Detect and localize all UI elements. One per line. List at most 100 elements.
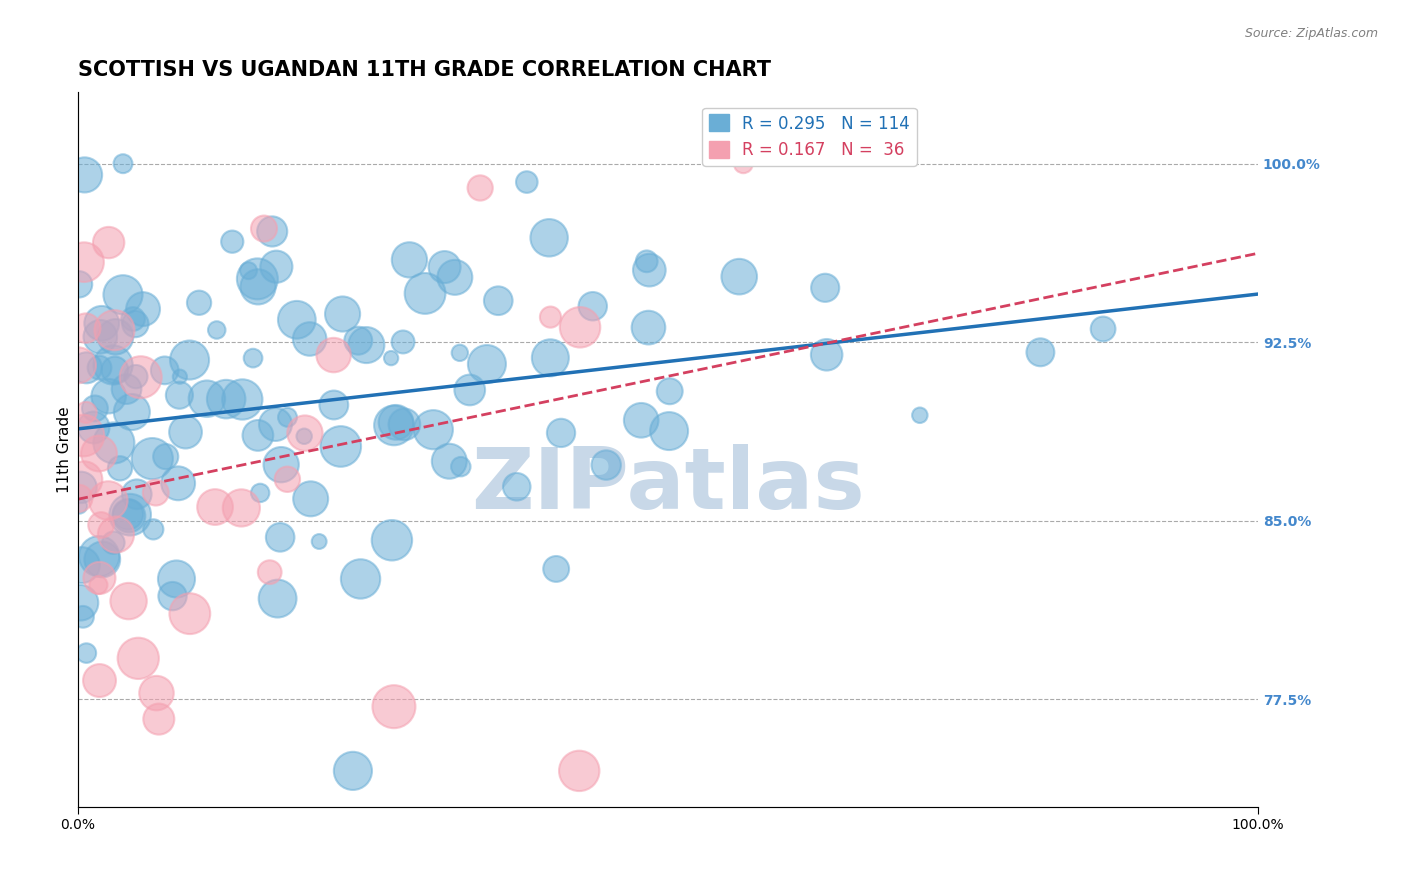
Point xyxy=(299,491,322,506)
Point xyxy=(380,351,402,365)
Point xyxy=(167,476,190,491)
Point xyxy=(269,530,291,544)
Point xyxy=(87,578,110,592)
Point xyxy=(342,764,364,778)
Point xyxy=(276,410,298,425)
Point xyxy=(169,388,191,402)
Point xyxy=(90,316,112,330)
Point xyxy=(398,252,420,267)
Point xyxy=(439,454,461,468)
Point xyxy=(89,360,111,375)
Point xyxy=(595,458,617,472)
Point xyxy=(205,323,228,337)
Point xyxy=(516,175,538,189)
Point xyxy=(231,392,253,407)
Point xyxy=(101,358,124,372)
Point xyxy=(259,565,281,579)
Point xyxy=(382,418,405,433)
Point xyxy=(70,480,93,494)
Point xyxy=(162,589,184,603)
Point xyxy=(381,533,404,548)
Point xyxy=(75,405,97,419)
Point xyxy=(308,534,330,549)
Point xyxy=(470,181,492,195)
Point xyxy=(444,270,467,285)
Point xyxy=(433,260,456,274)
Point xyxy=(145,686,167,700)
Point xyxy=(285,313,308,327)
Point xyxy=(73,168,96,182)
Point xyxy=(253,221,276,235)
Point xyxy=(67,277,90,292)
Point xyxy=(1029,345,1052,359)
Point xyxy=(264,417,287,432)
Point xyxy=(87,446,110,460)
Point xyxy=(249,486,271,500)
Point xyxy=(75,646,97,660)
Point xyxy=(215,392,238,406)
Point xyxy=(153,363,176,377)
Point xyxy=(486,293,509,308)
Point xyxy=(458,383,481,397)
Point xyxy=(155,450,177,464)
Point xyxy=(270,458,292,472)
Point xyxy=(91,552,114,566)
Point xyxy=(125,369,148,384)
Point xyxy=(90,518,112,533)
Point xyxy=(129,370,152,384)
Point xyxy=(121,405,143,419)
Point xyxy=(815,348,838,362)
Point xyxy=(145,485,167,500)
Point xyxy=(728,269,751,284)
Point xyxy=(97,235,120,250)
Point xyxy=(394,417,416,432)
Point xyxy=(73,473,96,487)
Point xyxy=(322,398,344,412)
Point xyxy=(67,499,90,513)
Point xyxy=(127,651,149,665)
Point xyxy=(83,420,105,434)
Point xyxy=(103,436,125,450)
Point xyxy=(292,429,315,443)
Point xyxy=(188,295,211,310)
Point xyxy=(658,384,681,399)
Point xyxy=(104,330,127,344)
Point xyxy=(169,369,191,384)
Point xyxy=(179,353,201,368)
Point xyxy=(450,459,472,474)
Point xyxy=(413,286,436,301)
Point xyxy=(103,535,125,549)
Point xyxy=(148,712,170,726)
Point xyxy=(84,401,107,416)
Point xyxy=(550,425,572,440)
Point xyxy=(506,480,529,494)
Point xyxy=(568,764,591,778)
Point xyxy=(174,425,197,439)
Point xyxy=(166,572,188,586)
Point xyxy=(70,558,93,573)
Point xyxy=(475,357,498,371)
Point xyxy=(73,255,96,269)
Point xyxy=(103,323,125,337)
Point xyxy=(276,472,298,486)
Point xyxy=(242,351,264,365)
Point xyxy=(582,299,605,313)
Point xyxy=(89,330,111,344)
Point xyxy=(569,320,592,334)
Point xyxy=(392,334,415,349)
Text: Source: ZipAtlas.com: Source: ZipAtlas.com xyxy=(1244,27,1378,40)
Point xyxy=(538,351,561,365)
Point xyxy=(329,440,352,454)
Point xyxy=(72,428,94,442)
Point xyxy=(246,428,269,442)
Point xyxy=(637,320,659,334)
Point xyxy=(111,157,134,171)
Point xyxy=(266,260,288,274)
Point xyxy=(97,389,120,403)
Point xyxy=(75,360,97,375)
Point xyxy=(546,562,568,576)
Point xyxy=(104,527,127,541)
Point xyxy=(132,302,155,317)
Point xyxy=(422,423,444,437)
Text: SCOTTISH VS UGANDAN 11TH GRADE CORRELATION CHART: SCOTTISH VS UGANDAN 11TH GRADE CORRELATI… xyxy=(77,60,770,79)
